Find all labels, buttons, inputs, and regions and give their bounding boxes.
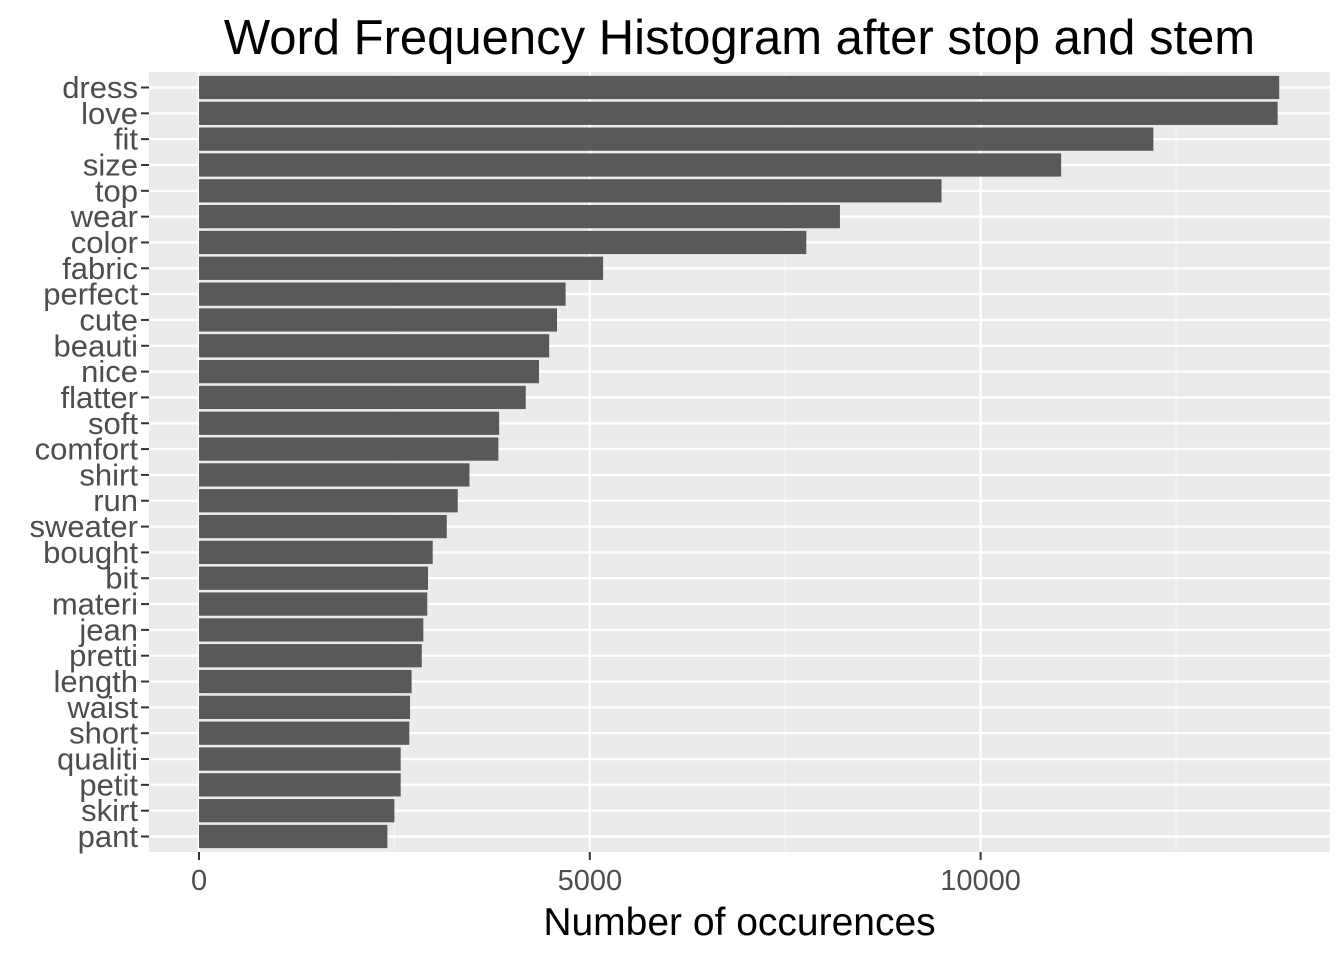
bar-run <box>199 489 458 513</box>
y-tick-label: love <box>81 96 138 131</box>
bar-fabric <box>199 256 604 280</box>
bar-dress <box>199 75 1280 100</box>
y-tick-label: top <box>95 173 138 208</box>
bar-sweater <box>199 514 447 539</box>
y-tick-label: qualiti <box>57 742 138 777</box>
bar-qualiti <box>199 747 401 771</box>
bar-comfort <box>199 437 499 461</box>
y-tick-label: materi <box>52 587 138 622</box>
y-tick-label: length <box>54 664 138 699</box>
bar-cute <box>199 308 557 332</box>
bar-size <box>199 153 1062 177</box>
bar-length <box>199 669 412 694</box>
bar-petit <box>199 773 401 797</box>
y-tick-label: soft <box>88 406 138 441</box>
bar-flatter <box>199 385 526 410</box>
bar-soft <box>199 411 500 435</box>
y-tick-label: petit <box>79 767 138 802</box>
bar-perfect <box>199 282 566 306</box>
bar-nice <box>199 359 540 384</box>
y-axis-ticks: dresslovefitsizetopwearcolorfabricperfec… <box>29 70 149 854</box>
y-tick-label: run <box>93 483 138 518</box>
x-tick-label: 5000 <box>558 865 623 897</box>
y-tick-label: waist <box>66 690 138 725</box>
bar-beauti <box>199 334 550 358</box>
y-tick-label: perfect <box>43 277 138 312</box>
bar-fit <box>199 127 1154 151</box>
bar-jean <box>199 618 424 642</box>
bar-shirt <box>199 463 470 487</box>
x-tick-label: 10000 <box>940 865 1021 897</box>
bar-materi <box>199 592 428 616</box>
y-tick-label: comfort <box>35 432 139 467</box>
bar-waist <box>199 695 411 719</box>
y-tick-label: short <box>69 716 138 751</box>
y-tick-label: sweater <box>29 509 138 544</box>
y-tick-label: jean <box>78 612 138 647</box>
y-tick-label: shirt <box>79 457 138 492</box>
bar-bit <box>199 566 429 590</box>
y-tick-label: pretti <box>69 638 138 673</box>
bar-skirt <box>199 799 395 823</box>
y-tick-label: size <box>83 147 138 182</box>
y-tick-label: pant <box>78 819 139 854</box>
y-tick-label: cute <box>79 302 138 337</box>
bar-short <box>199 721 410 745</box>
x-axis-title: Number of occurences <box>543 901 935 944</box>
y-tick-label: flatter <box>60 380 138 415</box>
y-tick-label: fit <box>114 122 139 157</box>
y-tick-label: nice <box>81 354 138 389</box>
y-tick-label: dress <box>62 70 138 105</box>
y-tick-label: bought <box>43 535 138 570</box>
y-tick-label: bit <box>105 561 138 596</box>
y-tick-label: beauti <box>54 328 138 363</box>
x-axis-ticks: 0 5000 10000 <box>191 852 1021 897</box>
bar-pretti <box>199 644 422 668</box>
bar-love <box>199 101 1278 125</box>
bar-top <box>199 179 942 203</box>
bar-color <box>199 230 807 255</box>
chart-title: Word Frequency Histogram after stop and … <box>224 11 1255 65</box>
y-tick-label: fabric <box>62 251 138 286</box>
x-tick-label: 0 <box>191 865 207 897</box>
bars <box>199 75 1280 849</box>
y-tick-label: color <box>71 225 138 260</box>
bar-wear <box>199 205 840 229</box>
bar-pant <box>199 824 388 849</box>
y-tick-label: wear <box>70 199 138 234</box>
bar-bought <box>199 540 433 565</box>
y-tick-label: skirt <box>81 793 138 828</box>
